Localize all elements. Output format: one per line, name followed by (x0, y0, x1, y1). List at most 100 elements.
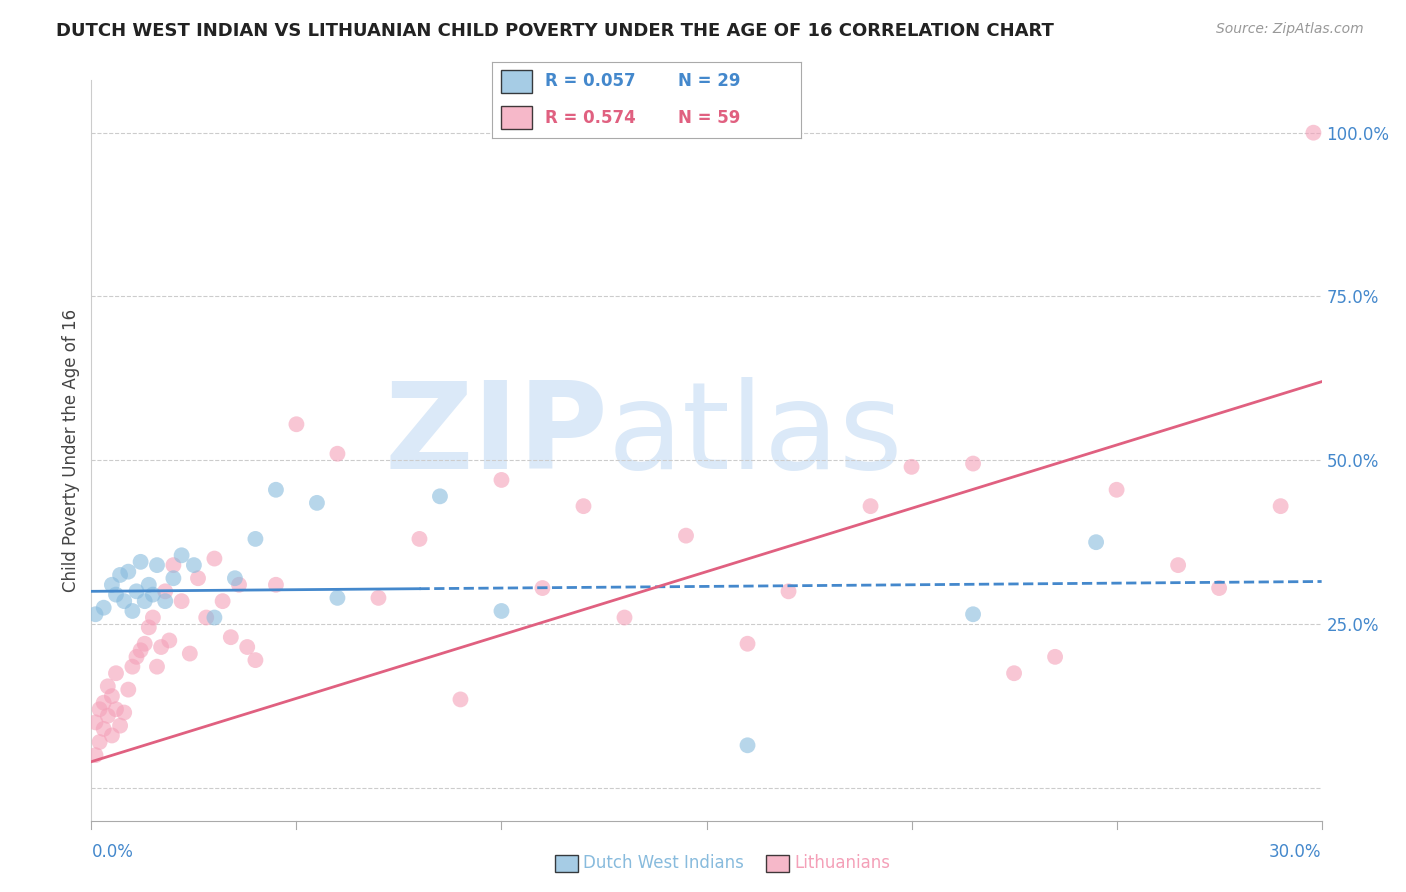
Point (84, 715, 107, 730)
Point (179, 647, 201, 661)
Point (93, 696, 115, 710)
Point (408, 532, 430, 546)
Point (491, 473, 513, 487)
Point (491, 604, 513, 618)
Point (101, 729, 124, 743)
Point (129, 555, 152, 569)
Y-axis label: Child Poverty Under the Age of 16: Child Poverty Under the Age of 16 (62, 309, 80, 592)
Point (121, 604, 143, 618)
Point (195, 610, 218, 624)
Point (326, 447, 349, 461)
Point (429, 489, 451, 503)
Point (245, 532, 267, 546)
Point (134, 594, 156, 608)
Text: R = 0.057: R = 0.057 (544, 72, 636, 90)
Point (1085, 535, 1108, 549)
Point (228, 578, 250, 592)
Point (219, 630, 242, 644)
Point (449, 692, 471, 706)
Point (105, 702, 127, 716)
Point (93, 722, 115, 736)
Point (183, 558, 205, 573)
Point (89, 702, 111, 716)
Point (162, 558, 184, 573)
Point (737, 739, 759, 753)
Point (285, 417, 308, 432)
Point (1167, 558, 1189, 573)
Point (153, 594, 177, 608)
Point (117, 682, 139, 697)
Point (101, 689, 124, 703)
Text: DUTCH WEST INDIAN VS LITHUANIAN CHILD POVERTY UNDER THE AGE OF 16 CORRELATION CH: DUTCH WEST INDIAN VS LITHUANIAN CHILD PO… (56, 22, 1054, 40)
Point (105, 588, 127, 602)
Point (142, 588, 165, 602)
Point (108, 718, 131, 732)
Point (1270, 499, 1292, 513)
Point (170, 549, 193, 563)
Point (93, 600, 115, 615)
Point (245, 653, 267, 667)
Point (1302, 126, 1324, 140)
FancyBboxPatch shape (502, 70, 533, 93)
Point (84, 607, 107, 622)
Point (224, 571, 246, 585)
Point (1208, 581, 1230, 595)
Point (264, 578, 287, 592)
Point (900, 459, 922, 474)
Point (138, 578, 160, 592)
Text: Source: ZipAtlas.com: Source: ZipAtlas.com (1216, 22, 1364, 37)
Point (962, 457, 984, 471)
Point (1043, 649, 1066, 664)
Point (326, 591, 349, 605)
Point (1105, 483, 1128, 497)
Point (305, 496, 328, 510)
Point (97, 708, 120, 723)
Point (531, 581, 554, 595)
Text: R = 0.574: R = 0.574 (544, 109, 636, 127)
Point (170, 594, 193, 608)
Point (202, 610, 225, 624)
Point (112, 706, 135, 720)
Point (146, 558, 169, 573)
Point (150, 640, 173, 654)
Point (211, 594, 233, 608)
Point (859, 499, 882, 513)
Text: atlas: atlas (607, 377, 904, 494)
Text: Lithuanians: Lithuanians (794, 855, 890, 872)
Point (187, 571, 209, 585)
Point (1002, 666, 1025, 681)
Point (117, 565, 139, 579)
Point (105, 666, 127, 681)
Point (125, 584, 148, 599)
Point (962, 607, 984, 622)
Point (202, 551, 225, 566)
Point (737, 637, 759, 651)
Text: N = 29: N = 29 (678, 72, 740, 90)
Point (138, 620, 160, 634)
Point (134, 637, 156, 651)
Point (129, 643, 152, 657)
Point (108, 568, 131, 582)
Point (162, 571, 184, 585)
Point (675, 528, 697, 542)
Text: 30.0%: 30.0% (1270, 843, 1322, 861)
Text: 0.0%: 0.0% (91, 843, 134, 861)
Point (125, 649, 148, 664)
Point (236, 640, 259, 654)
Point (572, 499, 595, 513)
Point (778, 584, 800, 599)
Point (89, 735, 111, 749)
Point (153, 584, 177, 599)
Point (146, 659, 169, 673)
Text: N = 59: N = 59 (678, 109, 740, 127)
Point (97, 679, 120, 693)
Point (101, 578, 124, 592)
Point (157, 633, 180, 648)
Point (367, 591, 389, 605)
Text: ZIP: ZIP (384, 377, 607, 494)
Point (121, 659, 143, 673)
Point (613, 610, 636, 624)
Point (264, 483, 287, 497)
FancyBboxPatch shape (502, 106, 533, 129)
Point (142, 610, 165, 624)
